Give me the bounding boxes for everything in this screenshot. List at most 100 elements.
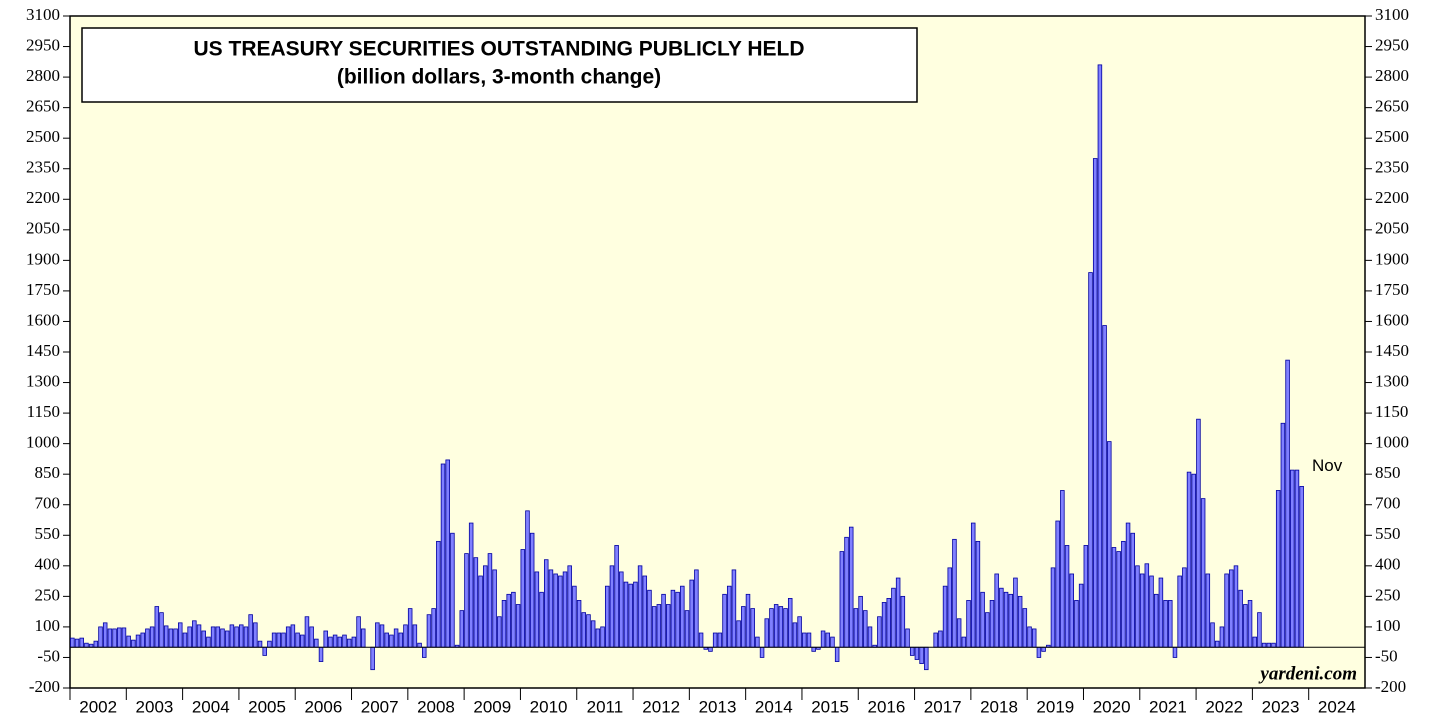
- bar: [956, 618, 962, 648]
- bar: [731, 569, 737, 648]
- y2-tick-label: 1750: [1375, 280, 1409, 299]
- bar: [224, 630, 230, 648]
- bar: [839, 551, 845, 648]
- y-tick-label: 1300: [26, 371, 60, 390]
- y-tick-label: 2200: [26, 188, 60, 207]
- bar: [1069, 573, 1074, 648]
- bar: [121, 627, 127, 648]
- bar: [891, 587, 896, 648]
- bar: [576, 600, 582, 648]
- bar: [1257, 612, 1262, 648]
- x-tick-label: 2010: [530, 697, 568, 716]
- bar: [393, 628, 399, 648]
- bar: [867, 626, 873, 648]
- bar: [759, 646, 765, 658]
- bar: [661, 593, 666, 648]
- bar: [187, 626, 192, 648]
- bar: [1168, 600, 1173, 648]
- bar: [431, 608, 436, 648]
- bar: [1111, 547, 1117, 648]
- bar: [239, 624, 244, 648]
- bar: [276, 632, 282, 648]
- bar: [102, 622, 108, 648]
- bar: [970, 522, 976, 648]
- bar: [1200, 498, 1206, 648]
- bar: [980, 591, 985, 648]
- bar: [445, 459, 450, 648]
- bar: [300, 634, 305, 648]
- y2-tick-label: -200: [1375, 677, 1406, 696]
- bar: [670, 589, 676, 648]
- x-tick-label: 2002: [79, 697, 117, 716]
- bar: [107, 628, 113, 648]
- bar: [877, 616, 882, 648]
- bar: [966, 600, 971, 648]
- bar: [1177, 575, 1182, 648]
- bar: [689, 579, 694, 648]
- y2-tick-label: 700: [1375, 494, 1401, 513]
- bar: [131, 639, 136, 648]
- bar: [858, 595, 863, 648]
- x-tick-label: 2013: [699, 697, 737, 716]
- x-tick-label: 2009: [473, 697, 511, 716]
- bar: [1125, 522, 1131, 648]
- bar: [1060, 490, 1065, 648]
- bar: [497, 616, 502, 648]
- bar: [126, 635, 131, 648]
- bar: [534, 571, 540, 648]
- x-tick-label: 2023: [1262, 697, 1300, 716]
- x-tick-label: 2024: [1318, 697, 1356, 716]
- bar: [633, 581, 638, 648]
- bar: [492, 569, 497, 648]
- y2-tick-label: 400: [1375, 555, 1401, 574]
- annotation: Nov: [1312, 456, 1343, 475]
- y-tick-label: 1150: [27, 402, 60, 421]
- bar: [370, 646, 375, 671]
- y-tick-label: -200: [29, 677, 60, 696]
- y2-tick-label: 1450: [1375, 341, 1409, 360]
- bar: [792, 622, 798, 648]
- bar: [337, 636, 343, 648]
- bar: [295, 632, 300, 648]
- bar: [506, 593, 511, 648]
- x-tick-label: 2007: [361, 697, 399, 716]
- bar: [1261, 642, 1267, 648]
- bar: [938, 630, 943, 648]
- bar: [426, 614, 432, 648]
- bar: [323, 630, 328, 648]
- bar: [314, 638, 319, 648]
- bar: [1229, 569, 1234, 648]
- bar: [1205, 573, 1211, 648]
- bar: [407, 608, 413, 648]
- bar: [787, 598, 793, 648]
- x-tick-label: 2005: [248, 697, 286, 716]
- bar: [332, 634, 338, 648]
- bar: [229, 624, 235, 648]
- bar: [1078, 583, 1084, 648]
- bar: [436, 540, 441, 648]
- bar: [520, 549, 526, 648]
- bar: [525, 510, 530, 648]
- bar: [464, 553, 469, 648]
- y2-tick-label: 100: [1375, 616, 1401, 635]
- y2-tick-label: 1600: [1375, 310, 1409, 329]
- bar: [994, 573, 999, 648]
- bar: [84, 642, 89, 648]
- bar: [1064, 545, 1070, 648]
- bar: [712, 632, 718, 648]
- bar: [1003, 591, 1009, 648]
- bar: [773, 604, 779, 648]
- bar: [797, 616, 802, 648]
- x-tick-label: 2015: [811, 697, 849, 716]
- bar: [529, 532, 535, 648]
- bar: [178, 622, 183, 648]
- y2-tick-label: 850: [1375, 463, 1401, 482]
- bar: [741, 606, 746, 648]
- bar: [755, 636, 760, 648]
- bar: [210, 626, 216, 648]
- bar: [182, 632, 188, 648]
- bar: [764, 618, 770, 648]
- bar: [647, 589, 652, 648]
- bar: [675, 591, 680, 648]
- title-box: [81, 27, 918, 103]
